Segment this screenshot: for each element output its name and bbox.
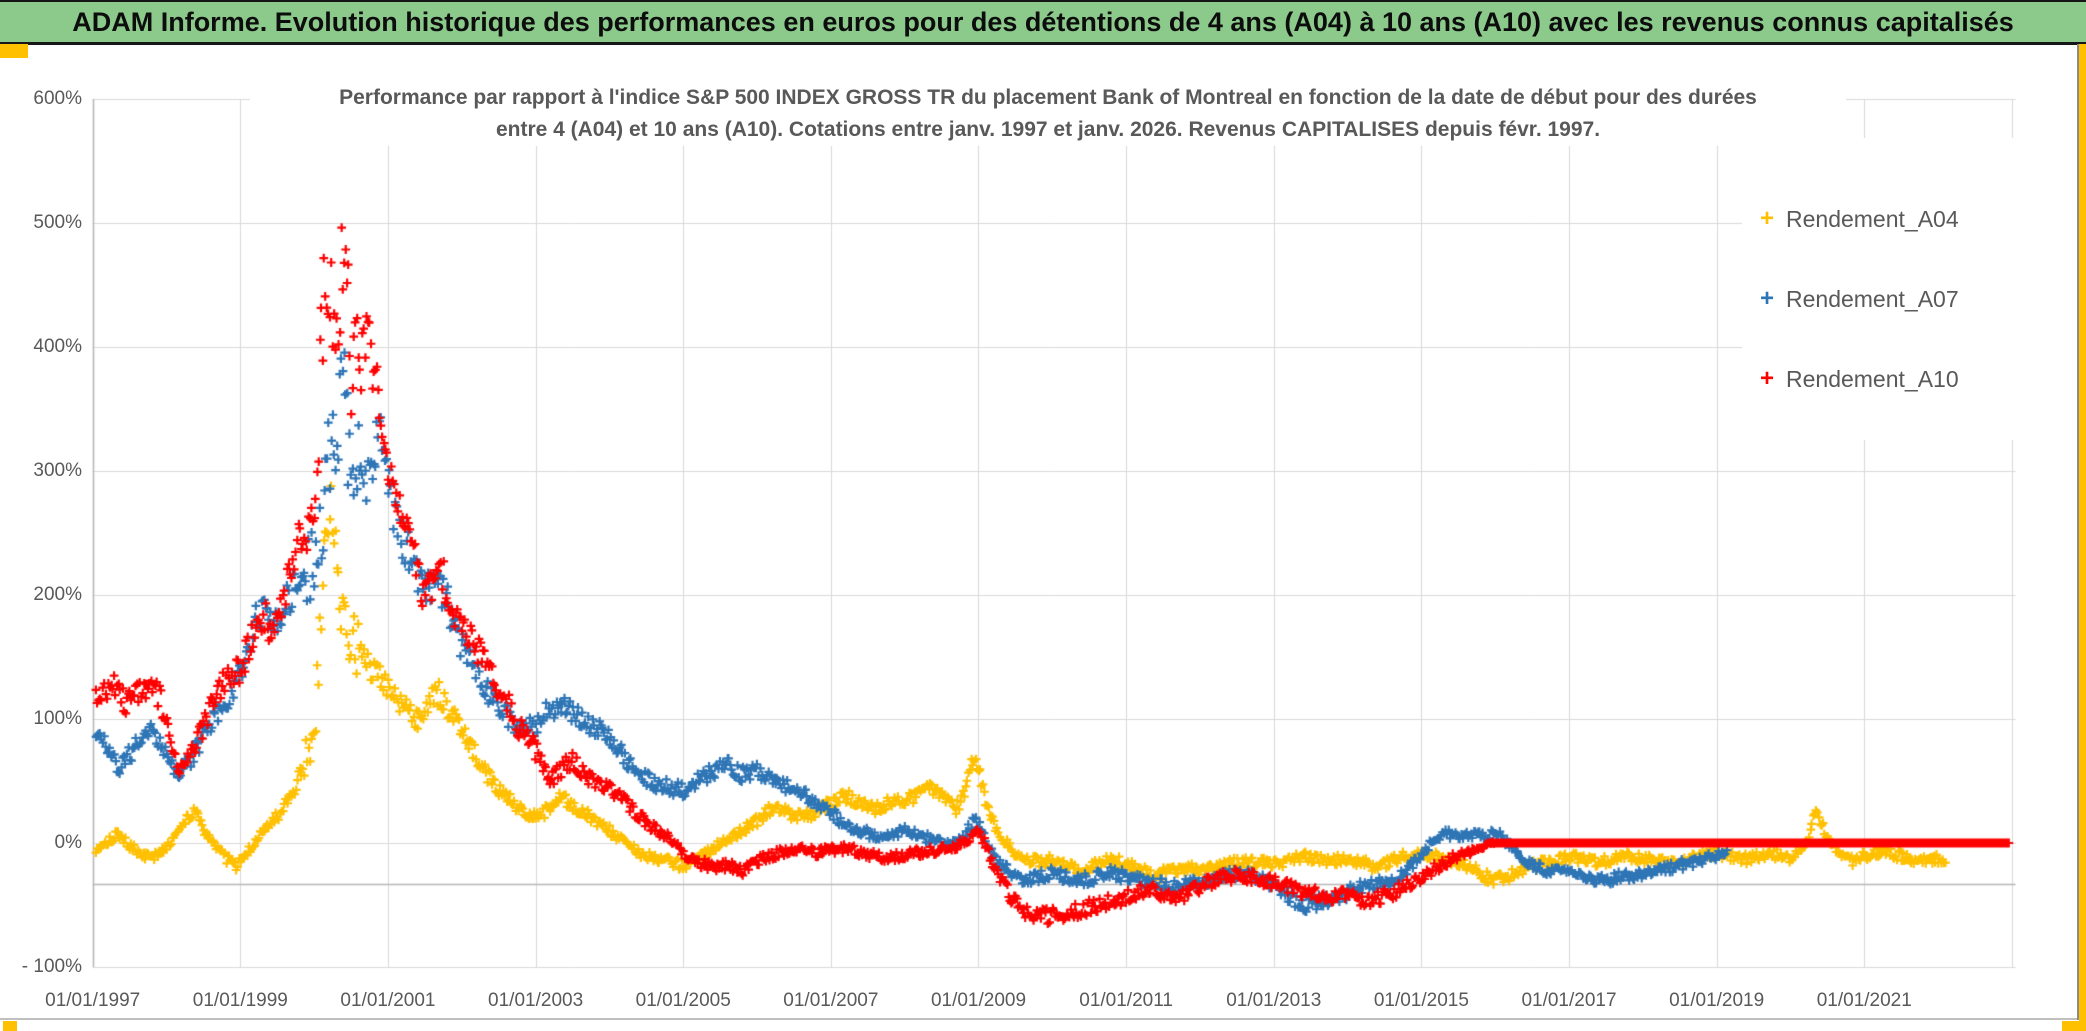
x-tick-label: 01/01/2009 [930, 990, 1027, 1011]
gold-corner-bottom-left [3, 1021, 17, 1031]
plus-marker-icon: + [1760, 205, 1775, 232]
sheet-right-border [2077, 44, 2079, 1020]
legend-item-a04[interactable]: + Rendement_A04 [1760, 202, 1959, 236]
y-tick-label: - 100% [21, 956, 82, 977]
chart-title-line1: Performance par rapport à l'indice S&P 5… [339, 86, 1757, 109]
x-tick-label: 01/01/2003 [488, 990, 584, 1011]
x-tick-label: 01/01/1997 [45, 990, 141, 1011]
plus-marker-icon: + [1760, 365, 1775, 392]
x-tick-label: 01/01/2019 [1669, 990, 1765, 1011]
x-tick-label: 01/01/2017 [1521, 990, 1617, 1011]
chart-title-line2: entre 4 (A04) et 10 ans (A10). Cotations… [495, 118, 1601, 141]
y-tick-label: 100% [33, 708, 82, 729]
x-tick-label: 01/01/1999 [192, 990, 288, 1011]
y-tick-label: 0% [54, 832, 82, 853]
legend-label: Rendement_A10 [1786, 365, 1959, 392]
legend-item-a07[interactable]: + Rendement_A07 [1760, 282, 1959, 316]
y-tick-label: 300% [33, 460, 82, 481]
chart-legend: + Rendement_A04 + Rendement_A07 + Rendem… [1742, 138, 2078, 440]
sheet-bottom-rule [0, 1018, 2086, 1020]
legend-item-a10[interactable]: + Rendement_A10 [1760, 362, 1959, 396]
x-tick-label: 01/01/2021 [1816, 990, 1912, 1011]
legend-label: Rendement_A07 [1786, 285, 1959, 312]
x-tick-label: 01/01/2015 [1373, 990, 1469, 1011]
x-tick-label: 01/01/2007 [783, 990, 879, 1011]
x-tick-label: 01/01/2005 [635, 990, 731, 1011]
y-tick-label: 500% [33, 212, 82, 233]
x-tick-label: 01/01/2013 [1226, 990, 1322, 1011]
y-tick-label: 400% [33, 336, 82, 357]
y-tick-label: 200% [33, 584, 82, 605]
legend-label: Rendement_A04 [1786, 205, 1959, 232]
x-tick-label: 01/01/2001 [340, 990, 436, 1011]
x-tick-label: 01/01/2011 [1079, 990, 1173, 1011]
plus-marker-icon: + [1760, 285, 1775, 312]
chart-title: Performance par rapport à l'indice S&P 5… [250, 82, 1846, 146]
y-tick-label: 600% [33, 88, 82, 109]
gold-right-edge [2079, 44, 2086, 1031]
gold-corner-bottom-right [2062, 1021, 2086, 1031]
